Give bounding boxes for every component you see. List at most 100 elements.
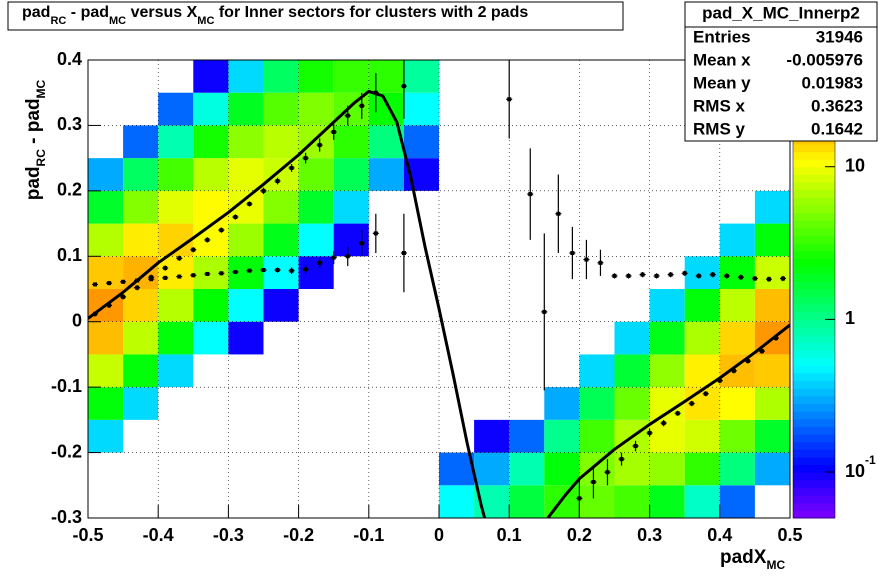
- heatmap-cell: [579, 452, 615, 486]
- profile-marker: [682, 271, 687, 276]
- palette-slice: [793, 182, 835, 191]
- heatmap-cell: [298, 60, 334, 93]
- heatmap-cell: [474, 452, 510, 486]
- palette-slice: [793, 189, 835, 198]
- palette-slice: [793, 319, 835, 328]
- palette-slice: [793, 151, 835, 160]
- heatmap-cell: [228, 289, 264, 322]
- heatmap-cell: [158, 354, 194, 388]
- stats-value: 0.1642: [811, 119, 863, 138]
- profile-marker: [205, 271, 210, 276]
- heatmap-cell: [509, 452, 545, 486]
- heatmap-cell: [649, 289, 685, 322]
- heatmap-cell: [754, 354, 790, 388]
- profile-marker: [766, 277, 771, 282]
- palette-slice: [793, 197, 835, 206]
- palette-slice: [793, 212, 835, 221]
- palette-slice: [793, 441, 835, 450]
- profile-marker: [275, 179, 280, 184]
- profile-marker: [731, 368, 736, 373]
- palette-slice: [793, 350, 835, 359]
- heatmap-cell: [298, 223, 334, 257]
- profile-marker: [247, 268, 252, 273]
- profile-marker: [163, 275, 168, 280]
- profile-marker: [619, 457, 624, 462]
- heatmap-cell: [719, 452, 755, 486]
- profile-marker: [191, 273, 196, 278]
- heatmap-cell: [649, 452, 685, 486]
- heatmap-cell: [193, 321, 229, 355]
- heatmap-cell: [684, 321, 720, 355]
- y-tick-label: -0.1: [51, 376, 82, 396]
- heatmap-cell: [193, 60, 229, 93]
- profile-marker: [556, 211, 561, 216]
- heatmap-cell: [474, 419, 510, 453]
- heatmap-cell: [123, 125, 159, 159]
- heatmap-cell: [649, 485, 685, 518]
- palette-slice: [793, 166, 835, 175]
- heatmap-cell: [88, 354, 124, 388]
- chart-title: padRC - padMC versus XMC for Inner secto…: [22, 4, 528, 27]
- heatmap-cell: [298, 256, 334, 289]
- profile-marker: [345, 113, 350, 118]
- x-tick-label: 0.3: [637, 525, 662, 545]
- profile-marker: [696, 273, 701, 278]
- profile-marker: [591, 480, 596, 485]
- palette-slice: [793, 365, 835, 374]
- profile-marker: [191, 247, 196, 252]
- heatmap-cell: [123, 387, 159, 420]
- heatmap-cell: [509, 485, 545, 518]
- label-part: padX: [720, 547, 767, 568]
- heatmap-cell: [158, 125, 194, 159]
- palette-slice: [793, 250, 835, 259]
- heatmap-cell: [719, 321, 755, 355]
- palette-slice: [793, 334, 835, 343]
- heatmap-cell: [368, 60, 404, 93]
- heatmap-cell: [158, 256, 194, 289]
- y-tick-label: -0.2: [51, 441, 82, 461]
- heatmap-cell: [579, 354, 615, 388]
- heatmap-cell: [754, 256, 790, 289]
- heatmap-cell: [614, 321, 650, 355]
- heatmap-cell: [158, 321, 194, 355]
- profile-marker: [640, 272, 645, 277]
- label-part: pad: [23, 166, 44, 200]
- palette-slice: [793, 327, 835, 336]
- profile-marker: [612, 273, 617, 278]
- stats-box: pad_X_MC_Innerp2 Entries 31946 Mean x -0.00…: [684, 1, 878, 142]
- x-axis-label: padXMC: [720, 547, 785, 572]
- y-axis-label: padRC - padMC: [23, 79, 48, 200]
- stats-label: Entries: [693, 27, 751, 46]
- palette-slice: [793, 411, 835, 420]
- heatmap-cell: [158, 158, 194, 191]
- heatmap-cell: [684, 485, 720, 518]
- x-tick-label: 0.1: [497, 525, 522, 545]
- profile-marker: [605, 470, 610, 475]
- heatmap-cell: [614, 354, 650, 388]
- heatmap-cell: [754, 223, 790, 257]
- profile-marker: [654, 273, 659, 278]
- y-tick-label: 0.3: [57, 114, 82, 134]
- stats-value: -0.005976: [786, 50, 863, 69]
- profile-marker: [219, 271, 224, 276]
- label-part: pad: [22, 4, 50, 21]
- heatmap-cell: [684, 289, 720, 322]
- z-tick-label: 1: [845, 308, 855, 328]
- heatmap-cell: [439, 452, 475, 486]
- heatmap-cell: [614, 387, 650, 420]
- stats-value: 0.01983: [802, 73, 863, 92]
- heatmap-cell: [123, 256, 159, 289]
- palette-slice: [793, 143, 835, 153]
- profile-marker: [275, 268, 280, 273]
- y-tick-label: -0.3: [51, 507, 82, 527]
- profile-marker: [710, 272, 715, 277]
- heatmap-cell: [754, 419, 790, 453]
- heatmap-cell: [684, 419, 720, 453]
- palette-slice: [793, 159, 835, 168]
- profile-marker: [528, 192, 533, 197]
- heatmap-cell: [228, 321, 264, 355]
- heatmap-cell: [649, 354, 685, 388]
- label-part: - pad: [23, 98, 44, 149]
- stats-label: RMS x: [693, 96, 746, 115]
- palette-slice: [793, 281, 835, 290]
